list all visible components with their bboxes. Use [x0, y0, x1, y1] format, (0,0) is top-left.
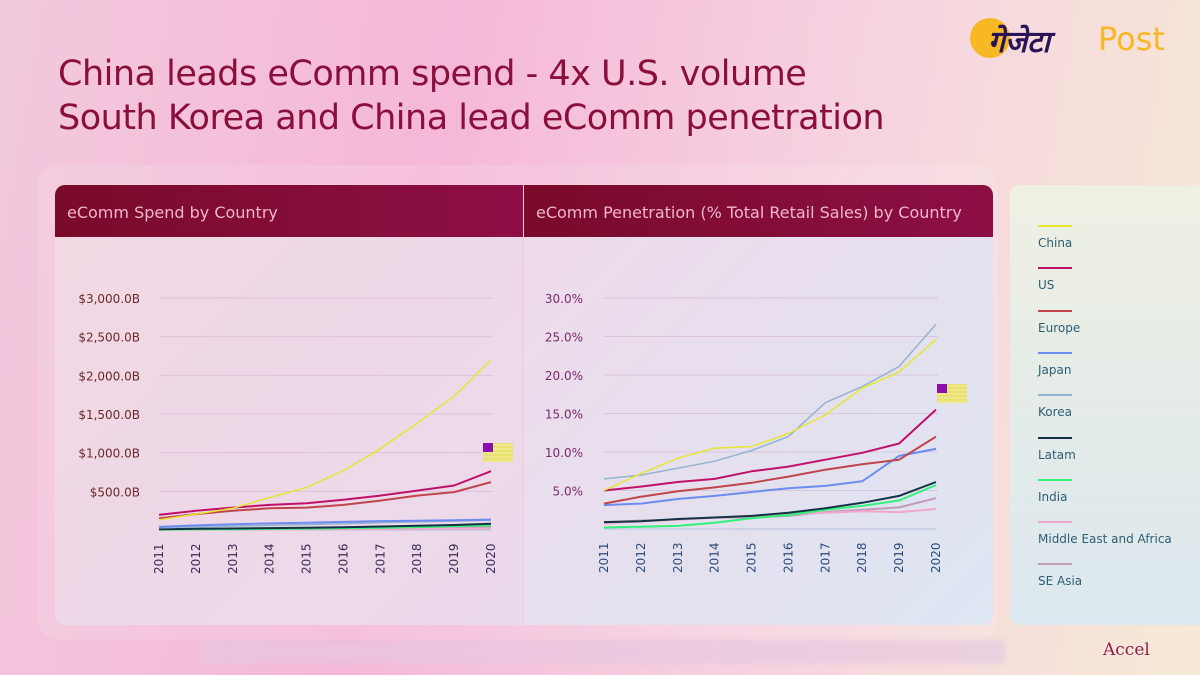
y-tick-label: $2,500.0B [78, 331, 140, 345]
x-tick-label: 2013 [226, 543, 240, 574]
penetration-chart-title: eComm Penetration (% Total Retail Sales)… [524, 185, 993, 237]
legend-label: India [1038, 489, 1068, 504]
x-tick-label: 2013 [671, 542, 685, 573]
legend-item-india: India [1038, 478, 1072, 504]
y-tick-label: 30.0% [545, 292, 583, 306]
legend-label: Latam [1038, 447, 1076, 462]
y-tick-label: 15.0% [545, 408, 583, 422]
title-line-1: China leads eComm spend - 4x U.S. volume [58, 54, 807, 94]
legend-label: SE Asia [1038, 574, 1083, 589]
legend-item-europe: Europe [1038, 309, 1081, 335]
series-line-europe [158, 481, 492, 520]
x-tick-label: 2019 [892, 542, 906, 573]
x-tick-label: 2017 [818, 542, 832, 573]
y-tick-label: 5.0% [553, 485, 584, 499]
legend-swatch [1038, 478, 1072, 481]
legend-swatch [1038, 563, 1072, 566]
legend-item-middle-east-and-africa: Middle East and Africa [1038, 521, 1172, 546]
legend-label: China [1038, 236, 1073, 250]
y-tick-label: $1,000.0B [78, 447, 140, 461]
slide-title: China leads eComm spend - 4x U.S. volume… [58, 52, 885, 140]
legend-swatch [1038, 267, 1072, 270]
y-tick-label: 20.0% [545, 369, 583, 383]
legend-item-latam: Latam [1038, 436, 1076, 462]
series-line-korea [603, 323, 937, 480]
title-line-2: South Korea and China lead eComm penetra… [58, 98, 885, 138]
legend-panel: China US Europe Japan Korea Latam India Middle … [1010, 185, 1200, 625]
legend-swatch [1038, 394, 1072, 397]
series-line-india [603, 484, 937, 529]
legend-item-japan: Japan [1038, 351, 1072, 377]
x-tick-label: 2020 [484, 543, 498, 574]
series-line-china [158, 359, 492, 521]
logo-post-text: Post [1098, 20, 1165, 58]
legend-label: Middle East and Africa [1038, 532, 1172, 547]
x-tick-label: 2014 [263, 543, 277, 574]
accel-logo: Accel [1103, 640, 1150, 660]
y-tick-label: $2,000.0B [78, 369, 140, 383]
y-tick-label: $3,000.0B [78, 292, 140, 306]
footer-bar [200, 640, 1005, 664]
legend-swatch [1038, 351, 1072, 354]
legend-item-china: China [1038, 225, 1072, 250]
x-tick-label: 2019 [447, 543, 461, 574]
x-tick-label: 2015 [745, 542, 759, 573]
y-tick-label: $1,500.0B [78, 408, 140, 422]
legend-swatch [1038, 436, 1072, 439]
x-tick-label: 2018 [410, 543, 424, 574]
legend-swatch [1038, 521, 1072, 524]
x-tick-label: 2018 [855, 542, 869, 573]
x-tick-label: 2012 [634, 542, 648, 573]
penetration-chart-panel: eComm Penetration (% Total Retail Sales)… [524, 185, 993, 625]
legend-label: Japan [1038, 362, 1072, 377]
legend-item-se-asia: SE Asia [1038, 563, 1082, 588]
x-tick-label: 2017 [373, 543, 387, 574]
series-line-latam [603, 481, 937, 524]
flag-canton [937, 384, 947, 393]
x-tick-label: 2016 [781, 542, 795, 573]
legend-item-korea: Korea [1038, 394, 1072, 419]
series-line-us [158, 470, 492, 516]
spend-chart-panel: eComm Spend by Country [55, 185, 523, 625]
y-tick-label: 25.0% [545, 331, 583, 345]
series-line-japan [158, 518, 492, 528]
series-line-europe [603, 435, 937, 505]
legend-item-us: US [1038, 267, 1072, 292]
flag-canton [483, 443, 493, 452]
legend-label: Korea [1038, 405, 1073, 420]
legend-label: US [1038, 278, 1055, 293]
legend-swatch [1038, 309, 1072, 312]
logo-hindi-text: गेजेटा [988, 25, 1051, 60]
logo-sun-icon [970, 18, 1010, 58]
series-line-latam [158, 522, 492, 531]
x-tick-label: 2016 [336, 543, 350, 574]
y-tick-label: $500.0B [90, 485, 140, 499]
legend-swatch [1038, 225, 1072, 227]
x-tick-label: 2020 [929, 542, 943, 573]
legend-label: Europe [1038, 320, 1081, 335]
series-line-china [603, 339, 937, 492]
spend-chart-title: eComm Spend by Country [55, 185, 523, 237]
y-tick-label: 10.0% [545, 446, 583, 460]
series-line-japan [603, 447, 937, 507]
x-tick-label: 2015 [300, 543, 314, 574]
x-tick-label: 2011 [152, 543, 166, 574]
x-tick-label: 2011 [597, 542, 611, 573]
gadget-post-logo: गेजेटा Post [968, 14, 1188, 66]
x-tick-label: 2014 [708, 542, 722, 573]
series-line-us [603, 408, 937, 492]
x-tick-label: 2012 [189, 543, 203, 574]
